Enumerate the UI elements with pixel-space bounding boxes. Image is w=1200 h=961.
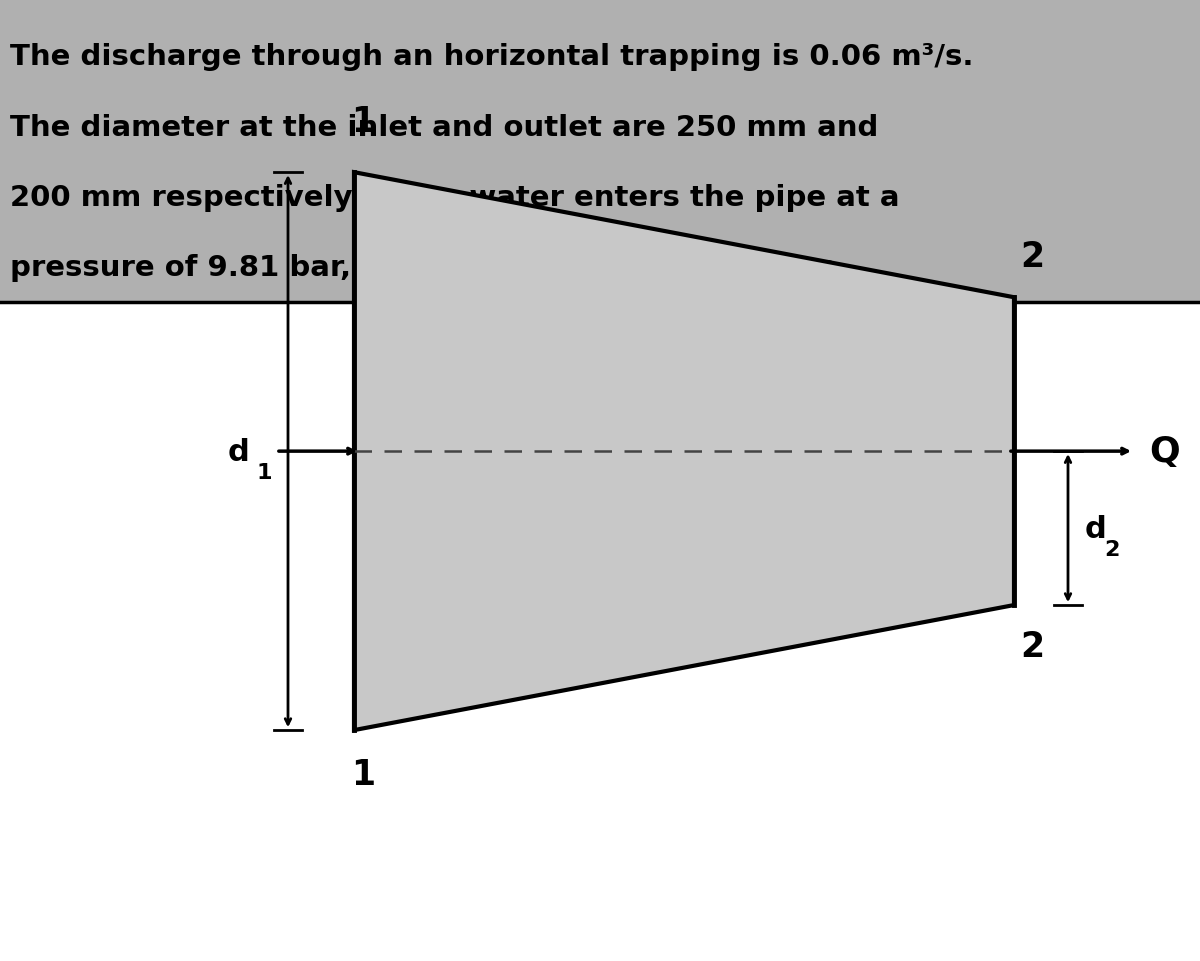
Text: 1: 1 (352, 757, 376, 791)
Polygon shape (354, 173, 1014, 730)
Text: 200 mm respectively. If the water enters the pipe at a: 200 mm respectively. If the water enters… (10, 184, 899, 211)
Text: 2: 2 (1020, 240, 1044, 274)
Text: d: d (1085, 514, 1106, 543)
Text: 1: 1 (352, 106, 376, 139)
Bar (0, 0, 1200, 303)
Text: 2: 2 (1104, 540, 1120, 559)
Text: Q: Q (1150, 434, 1181, 469)
Text: The discharge through an horizontal trapping is 0.06 m³/s.: The discharge through an horizontal trap… (10, 43, 973, 71)
Text: d: d (228, 437, 250, 466)
Text: The diameter at the inlet and outlet are 250 mm and: The diameter at the inlet and outlet are… (10, 113, 878, 141)
Text: 1: 1 (257, 463, 272, 482)
Text: 2: 2 (1020, 629, 1044, 663)
Text: pressure of 9.81 bar, calculate the outlet pressure.: pressure of 9.81 bar, calculate the outl… (10, 254, 848, 282)
